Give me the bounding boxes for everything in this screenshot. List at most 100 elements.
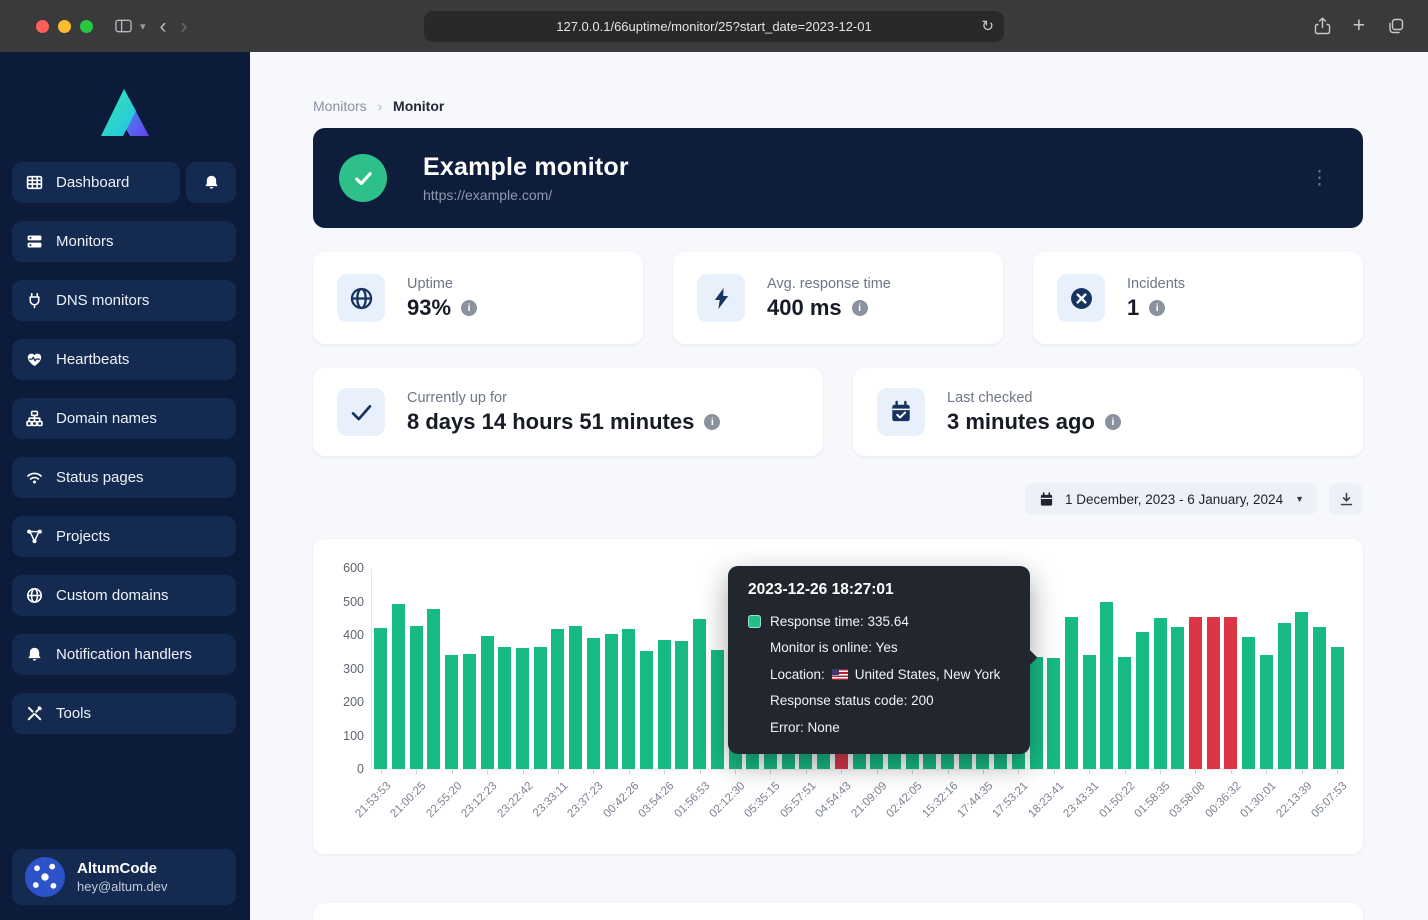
- stat-card-incidents: Incidents1i: [1033, 252, 1363, 344]
- maximize-window-icon[interactable]: [80, 20, 93, 33]
- x-axis-tick: [416, 770, 417, 774]
- chart-bar-up[interactable]: [693, 619, 706, 769]
- minimize-window-icon[interactable]: [58, 20, 71, 33]
- tooltip-row: Response time: 335.64: [748, 608, 1010, 635]
- circle-x-icon: [1057, 274, 1105, 322]
- sidebar-item-domain-names[interactable]: Domain names: [12, 398, 236, 439]
- x-axis-tick-label: 23:33:11: [531, 780, 571, 820]
- notifications-button[interactable]: [186, 162, 236, 203]
- chart-toolbar: 1 December, 2023 - 6 January, 2024 ▼: [313, 483, 1363, 515]
- info-icon[interactable]: i: [1149, 300, 1165, 316]
- sidebar-item-custom-domains[interactable]: Custom domains: [12, 575, 236, 616]
- stat-card-currently-up-for: Currently up for8 days 14 hours 51 minut…: [313, 368, 823, 456]
- chart-bar-up[interactable]: [1331, 647, 1344, 769]
- grid-icon: [26, 174, 43, 191]
- chart-bar-up[interactable]: [1065, 617, 1078, 769]
- chart-bar-up[interactable]: [1295, 612, 1308, 769]
- sidebar-item-dashboard[interactable]: Dashboard: [12, 162, 180, 203]
- chart-bar-up[interactable]: [1154, 618, 1167, 769]
- chart-bar-up[interactable]: [1118, 657, 1131, 769]
- monitor-url[interactable]: https://example.com/: [423, 187, 629, 203]
- x-axis-tick: [1337, 770, 1338, 774]
- chart-bar-up[interactable]: [1171, 627, 1184, 769]
- chart-bar-up[interactable]: [374, 628, 387, 769]
- url-text: 127.0.0.1/66uptime/monitor/25?start_date…: [556, 19, 871, 34]
- reload-icon[interactable]: ↻: [981, 17, 994, 35]
- x-axis-tick: [841, 770, 842, 774]
- sidebar-account[interactable]: AltumCode hey@altum.dev: [12, 849, 236, 905]
- date-range-picker[interactable]: 1 December, 2023 - 6 January, 2024 ▼: [1025, 483, 1317, 515]
- chart-bar-up[interactable]: [622, 629, 635, 769]
- chart-bar-up[interactable]: [1313, 627, 1326, 769]
- close-window-icon[interactable]: [36, 20, 49, 33]
- chart-bar-up[interactable]: [1047, 658, 1060, 769]
- chart-bar-up[interactable]: [640, 651, 653, 769]
- status-up-icon: [339, 154, 387, 202]
- chart-bar-up[interactable]: [605, 634, 618, 769]
- chart-bar-up[interactable]: [1083, 655, 1096, 769]
- x-axis-tick-label: 01:30:01: [1239, 780, 1279, 820]
- info-icon[interactable]: i: [704, 414, 720, 430]
- chevron-down-icon[interactable]: ▾: [140, 20, 146, 33]
- chart-bar-up[interactable]: [587, 638, 600, 769]
- chart-bar-down[interactable]: [1207, 617, 1220, 769]
- chart-bar-up[interactable]: [534, 647, 547, 769]
- app-logo[interactable]: [0, 52, 250, 162]
- chart-bar-down[interactable]: [1224, 617, 1237, 769]
- tools-icon: [26, 705, 43, 722]
- tab-overview-icon[interactable]: [1387, 18, 1404, 35]
- info-icon[interactable]: i: [461, 300, 477, 316]
- forward-button[interactable]: ›: [181, 16, 188, 37]
- new-tab-icon[interactable]: +: [1353, 14, 1365, 38]
- chart-bar-up[interactable]: [392, 604, 405, 769]
- sidebar-toggle-icon[interactable]: [115, 18, 132, 35]
- x-axis-tick: [877, 770, 878, 774]
- monitor-options-menu-icon[interactable]: ⋮: [1302, 165, 1337, 192]
- chart-bar-up[interactable]: [658, 640, 671, 769]
- chart-bar-up[interactable]: [1260, 655, 1273, 769]
- chart-bar-up[interactable]: [711, 650, 724, 769]
- chart-bar-up[interactable]: [410, 626, 423, 769]
- sidebar-item-tools[interactable]: Tools: [12, 693, 236, 734]
- back-button[interactable]: ‹: [160, 16, 167, 37]
- info-icon[interactable]: i: [852, 300, 868, 316]
- account-email: hey@altum.dev: [77, 879, 168, 894]
- chart-bar-up[interactable]: [481, 636, 494, 769]
- chart-bar-down[interactable]: [1189, 617, 1202, 769]
- sidebar-item-heartbeats[interactable]: Heartbeats: [12, 339, 236, 380]
- sidebar-row: DNS monitors: [12, 280, 236, 321]
- share-icon[interactable]: [1314, 18, 1331, 35]
- chart-bar-up[interactable]: [1136, 632, 1149, 769]
- sidebar-item-projects[interactable]: Projects: [12, 516, 236, 557]
- sidebar-item-status-pages[interactable]: Status pages: [12, 457, 236, 498]
- sidebar-item-dns-monitors[interactable]: DNS monitors: [12, 280, 236, 321]
- sidebar-item-notification-handlers[interactable]: Notification handlers: [12, 634, 236, 675]
- breadcrumb-monitors-link[interactable]: Monitors: [313, 98, 367, 114]
- chart-bar-up[interactable]: [551, 629, 564, 769]
- address-bar[interactable]: 127.0.0.1/66uptime/monitor/25?start_date…: [424, 11, 1004, 42]
- x-axis-tick-label: 04:54:43: [814, 780, 854, 820]
- chart-bar-up[interactable]: [445, 655, 458, 769]
- chart-bar-up[interactable]: [1242, 637, 1255, 769]
- info-icon[interactable]: i: [1105, 414, 1121, 430]
- sidebar-item-label: Tools: [56, 705, 91, 722]
- chart-bar-up[interactable]: [463, 654, 476, 769]
- chart-bar-up[interactable]: [516, 648, 529, 769]
- window-controls[interactable]: [36, 20, 93, 33]
- stats-row-secondary: Currently up for8 days 14 hours 51 minut…: [313, 368, 1363, 456]
- chart-bar-up[interactable]: [1278, 623, 1291, 769]
- sidebar-item-monitors[interactable]: Monitors: [12, 221, 236, 262]
- chart-bar-up[interactable]: [569, 626, 582, 769]
- x-axis-tick: [983, 770, 984, 774]
- chart-bar-up[interactable]: [1100, 602, 1113, 770]
- chart-bar-up[interactable]: [675, 641, 688, 769]
- bell-icon: [203, 174, 220, 191]
- download-report-button[interactable]: [1329, 483, 1363, 515]
- chart-bar-up[interactable]: [1030, 657, 1043, 769]
- chart-bar-up[interactable]: [427, 609, 440, 769]
- stat-value: 3 minutes ago: [947, 409, 1095, 435]
- chart-bar-up[interactable]: [498, 647, 511, 769]
- x-axis-tick-label: 23:12:23: [459, 780, 499, 820]
- x-axis-tick-label: 21:09:09: [849, 780, 889, 820]
- y-axis-tick-label: 0: [322, 762, 364, 776]
